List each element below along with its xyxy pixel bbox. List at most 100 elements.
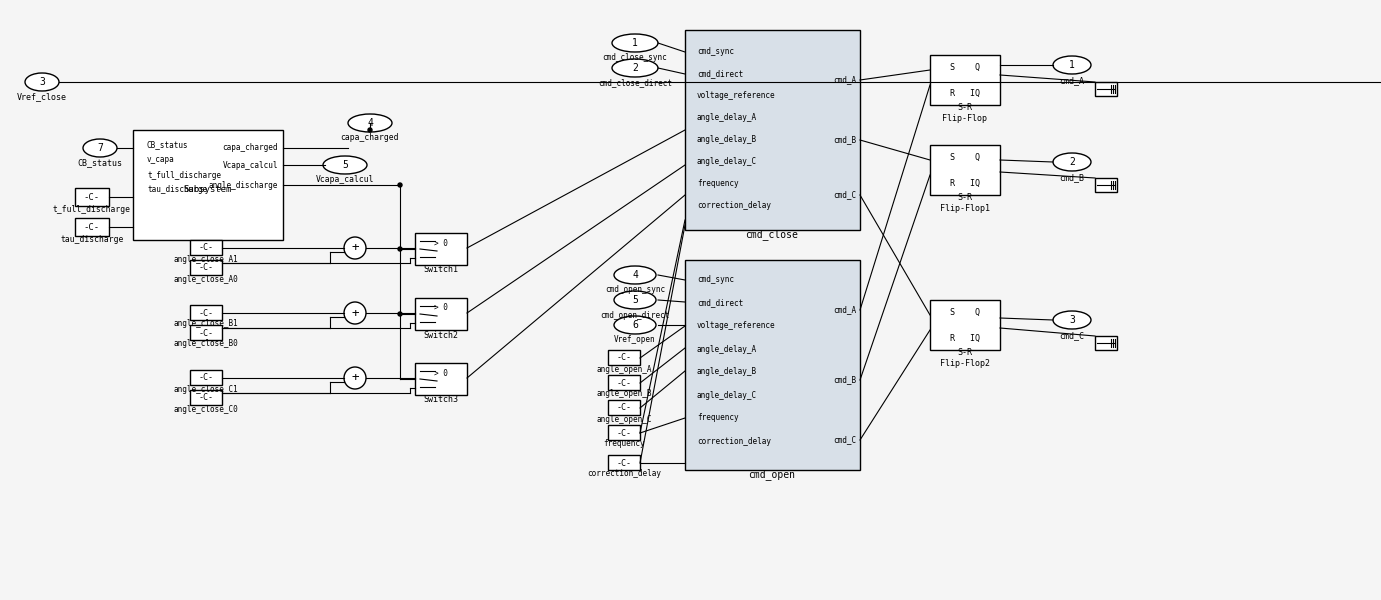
Text: -C-: -C-	[84, 223, 99, 232]
Text: S    Q: S Q	[950, 62, 981, 71]
Text: angle_delay_A: angle_delay_A	[697, 344, 757, 353]
Text: Switch1: Switch1	[424, 265, 458, 275]
Text: S    Q: S Q	[950, 152, 981, 161]
Ellipse shape	[612, 34, 657, 52]
Bar	[608, 455, 639, 470]
Text: cmd_B: cmd_B	[833, 136, 856, 145]
Ellipse shape	[615, 291, 656, 309]
Bar	[608, 425, 639, 440]
Bar	[191, 370, 222, 385]
Text: -C-: -C-	[616, 428, 631, 437]
Text: > 0: > 0	[434, 238, 447, 247]
Text: 3: 3	[39, 77, 46, 87]
Text: Switch3: Switch3	[424, 395, 458, 404]
Text: S    Q: S Q	[950, 307, 981, 317]
Bar	[608, 350, 639, 365]
Text: S-R
Flip-Flop2: S-R Flip-Flop2	[940, 348, 990, 368]
Ellipse shape	[323, 156, 367, 174]
Circle shape	[367, 128, 371, 132]
Text: angle_open_A: angle_open_A	[597, 364, 652, 373]
Text: 6: 6	[632, 320, 638, 330]
Bar	[685, 260, 860, 470]
Text: 2: 2	[1069, 157, 1074, 167]
Text: -C-: -C-	[199, 329, 214, 337]
Text: angle_open_B: angle_open_B	[597, 389, 652, 398]
Text: cmd_sync: cmd_sync	[697, 275, 733, 284]
Text: cmd_close_sync: cmd_close_sync	[602, 53, 667, 62]
Text: correction_delay: correction_delay	[697, 437, 771, 445]
Bar	[608, 400, 639, 415]
Text: -C-: -C-	[199, 263, 214, 272]
Text: t_full_discharge: t_full_discharge	[52, 205, 131, 214]
Text: cmd_sync: cmd_sync	[697, 47, 733, 56]
Ellipse shape	[615, 316, 656, 334]
Bar	[191, 325, 222, 340]
Ellipse shape	[615, 266, 656, 284]
Text: angle_delay_B: angle_delay_B	[697, 367, 757, 377]
Text: angle_close_A1: angle_close_A1	[174, 254, 239, 263]
Text: voltage_reference: voltage_reference	[697, 322, 776, 331]
Text: cmd_C: cmd_C	[833, 191, 856, 199]
Text: 1: 1	[632, 38, 638, 48]
Text: frequency: frequency	[697, 179, 739, 188]
Text: R   IQ: R IQ	[950, 88, 981, 97]
Text: +: +	[351, 371, 359, 385]
Circle shape	[344, 302, 366, 324]
Bar	[929, 145, 1000, 195]
Bar	[416, 233, 467, 265]
Text: 5: 5	[632, 295, 638, 305]
Text: 2: 2	[632, 63, 638, 73]
Text: Subsystem: Subsystem	[184, 185, 232, 194]
Text: angle_close_A0: angle_close_A0	[174, 275, 239, 283]
Text: angle_delay_B: angle_delay_B	[697, 136, 757, 145]
Text: cmd_A: cmd_A	[1059, 76, 1084, 85]
Ellipse shape	[612, 59, 657, 77]
Text: capa_charged: capa_charged	[222, 143, 278, 152]
Text: angle_close_B1: angle_close_B1	[174, 319, 239, 329]
Text: Vcapa_calcul: Vcapa_calcul	[222, 160, 278, 169]
Text: Vcapa_calcul: Vcapa_calcul	[316, 175, 374, 185]
Text: voltage_reference: voltage_reference	[697, 91, 776, 100]
Ellipse shape	[25, 73, 59, 91]
Bar	[191, 390, 222, 405]
Text: angle_discharge: angle_discharge	[209, 181, 278, 190]
Text: Vref_close: Vref_close	[17, 92, 68, 101]
Text: -C-: -C-	[199, 308, 214, 317]
Text: > 0: > 0	[434, 368, 447, 377]
Text: 3: 3	[1069, 315, 1074, 325]
Text: Switch2: Switch2	[424, 331, 458, 340]
Text: -C-: -C-	[616, 353, 631, 362]
Bar	[416, 298, 467, 330]
Circle shape	[344, 367, 366, 389]
Text: cmd_B: cmd_B	[1059, 173, 1084, 182]
Text: angle_delay_A: angle_delay_A	[697, 113, 757, 122]
Ellipse shape	[1052, 311, 1091, 329]
Bar	[75, 188, 109, 206]
Text: cmd_A: cmd_A	[833, 76, 856, 85]
Text: -C-: -C-	[199, 244, 214, 253]
Text: cmd_open: cmd_open	[749, 470, 795, 481]
Text: frequency: frequency	[603, 439, 645, 449]
Bar	[191, 240, 222, 255]
Text: angle_close_C1: angle_close_C1	[174, 385, 239, 394]
Bar	[191, 305, 222, 320]
Text: > 0: > 0	[434, 304, 447, 313]
Text: cmd_B: cmd_B	[833, 376, 856, 385]
Text: 5: 5	[342, 160, 348, 170]
Bar	[75, 218, 109, 236]
Bar	[608, 375, 639, 390]
Text: S-R
Flip-Flop1: S-R Flip-Flop1	[940, 193, 990, 212]
Ellipse shape	[1052, 56, 1091, 74]
Text: cmd_close_direct: cmd_close_direct	[598, 79, 673, 88]
Text: cmd_C: cmd_C	[833, 436, 856, 445]
Text: angle_delay_C: angle_delay_C	[697, 391, 757, 400]
Text: +: +	[351, 241, 359, 254]
Text: 7: 7	[97, 143, 104, 153]
Text: cmd_open_direct: cmd_open_direct	[601, 311, 670, 319]
Bar	[929, 300, 1000, 350]
Circle shape	[344, 237, 366, 259]
Text: capa_charged: capa_charged	[341, 133, 399, 142]
Text: Vref_open: Vref_open	[615, 335, 656, 344]
Text: cmd_C: cmd_C	[1059, 331, 1084, 340]
Circle shape	[398, 183, 402, 187]
